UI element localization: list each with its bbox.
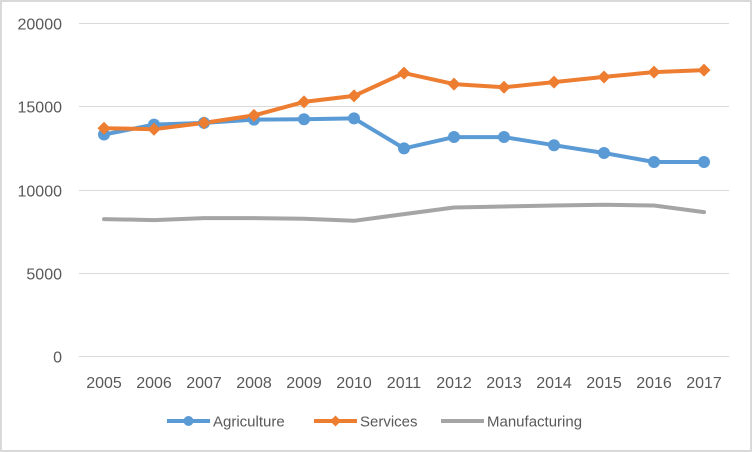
- marker-services: [197, 116, 211, 130]
- series-markers: [97, 63, 711, 169]
- x-tick-label: 2005: [86, 375, 122, 392]
- legend-circle-marker-icon: [183, 416, 194, 426]
- legend: Agriculture Services Manufacturing: [167, 414, 582, 431]
- marker-services: [397, 66, 411, 80]
- marker-agriculture: [398, 142, 410, 155]
- marker-agriculture: [698, 156, 710, 169]
- y-tick-label: 20000: [18, 17, 63, 34]
- x-tick-label: 2016: [636, 375, 672, 392]
- legend-item-manufacturing: Manufacturing: [441, 414, 582, 431]
- legend-label: Services: [360, 414, 418, 431]
- marker-services: [347, 89, 361, 103]
- x-axis-tick-labels: 2005 2006 2007 2008 2009 2010 2011 2012 2013 2014…: [86, 375, 722, 392]
- marker-services: [297, 95, 311, 109]
- marker-agriculture: [648, 156, 660, 169]
- x-tick-label: 2006: [136, 375, 172, 392]
- marker-agriculture: [448, 131, 460, 144]
- x-tick-label: 2013: [486, 375, 522, 392]
- y-tick-label: 5000: [26, 267, 62, 284]
- marker-agriculture: [298, 113, 310, 126]
- x-tick-label: 2009: [286, 375, 322, 392]
- marker-services: [597, 70, 611, 84]
- x-tick-label: 2007: [186, 375, 222, 392]
- marker-services: [247, 108, 261, 122]
- legend-item-services: Services: [314, 414, 418, 431]
- legend-item-agriculture: Agriculture: [167, 414, 285, 431]
- series-line-manufacturing: [102, 202, 706, 223]
- x-tick-label: 2011: [387, 375, 422, 392]
- marker-agriculture: [498, 131, 510, 144]
- x-tick-label: 2008: [236, 375, 272, 392]
- y-tick-label: 0: [53, 350, 62, 367]
- gridlines: [79, 23, 729, 357]
- x-tick-label: 2014: [536, 375, 572, 392]
- marker-services: [147, 122, 161, 136]
- marker-services: [697, 63, 711, 77]
- x-tick-label: 2015: [586, 375, 622, 392]
- x-tick-label: 2010: [336, 375, 372, 392]
- marker-agriculture: [548, 139, 560, 152]
- marker-services: [497, 80, 511, 94]
- y-tick-label: 10000: [18, 184, 63, 201]
- marker-services: [547, 75, 561, 89]
- marker-agriculture: [598, 147, 610, 160]
- x-tick-label: 2017: [686, 375, 722, 392]
- legend-label: Agriculture: [213, 414, 285, 431]
- marker-services: [647, 65, 661, 79]
- marker-agriculture: [348, 112, 360, 125]
- marker-services: [97, 121, 111, 135]
- y-tick-label: 15000: [18, 100, 63, 117]
- marker-services: [447, 77, 461, 91]
- x-tick-label: 2012: [436, 375, 472, 392]
- y-axis-tick-labels: 0 5000 10000 15000 20000: [18, 17, 63, 367]
- legend-label: Manufacturing: [487, 414, 582, 431]
- legend-diamond-marker-icon: [330, 415, 341, 427]
